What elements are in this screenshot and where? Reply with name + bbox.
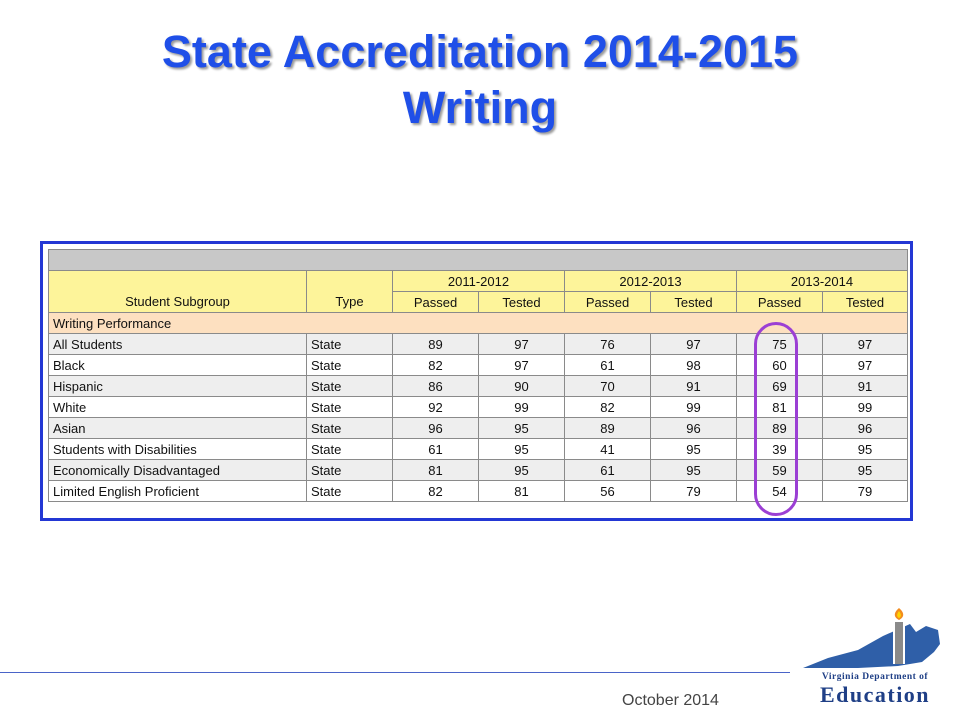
cell-tested: 95 (822, 438, 908, 460)
header-year-2011-2012: 2011-2012 (392, 270, 565, 292)
slide-title: State Accreditation 2014-2015 Writing (0, 24, 960, 136)
cell-tested: 95 (478, 417, 565, 439)
cell-type: State (306, 417, 393, 439)
cell-passed: 81 (392, 459, 479, 481)
cell-tested: 81 (478, 480, 565, 502)
cell-passed: 61 (392, 438, 479, 460)
cell-tested: 97 (822, 333, 908, 355)
cell-subgroup: All Students (48, 333, 307, 355)
cell-type: State (306, 459, 393, 481)
footer-date: October 2014 (622, 692, 719, 709)
header-passed: Passed (392, 291, 479, 313)
cell-type: State (306, 354, 393, 376)
cell-subgroup: White (48, 396, 307, 418)
cell-subgroup: Students with Disabilities (48, 438, 307, 460)
cell-subgroup: Hispanic (48, 375, 307, 397)
header-tested: Tested (650, 291, 737, 313)
cell-tested: 95 (650, 438, 737, 460)
cell-passed: 59 (736, 459, 823, 481)
vdoe-logo-icon (803, 608, 940, 668)
table-row: All Students State 89 97 76 97 75 97 (48, 333, 908, 355)
cell-type: State (306, 438, 393, 460)
cell-passed: 92 (392, 396, 479, 418)
cell-passed: 89 (392, 333, 479, 355)
cell-tested: 97 (478, 333, 565, 355)
header-row-metrics: Passed Tested Passed Tested Passed Teste… (49, 291, 908, 313)
header-tested: Tested (822, 291, 908, 313)
cell-tested: 97 (822, 354, 908, 376)
cell-tested: 91 (650, 375, 737, 397)
cell-passed: 70 (564, 375, 651, 397)
cell-tested: 99 (822, 396, 908, 418)
cell-tested: 90 (478, 375, 565, 397)
cell-subgroup: Black (48, 354, 307, 376)
highlight-oval (754, 322, 798, 516)
cell-passed: 82 (392, 354, 479, 376)
cell-tested: 95 (822, 459, 908, 481)
header-passed: Passed (736, 291, 823, 313)
cell-subgroup: Limited English Proficient (48, 480, 307, 502)
accreditation-table: Student Subgroup Type 2011-2012 2012-201… (48, 249, 908, 502)
slide-title-line1: State Accreditation 2014-2015 (161, 26, 799, 77)
header-type: Type (306, 270, 393, 313)
cell-passed: 60 (736, 354, 823, 376)
cell-passed: 89 (564, 417, 651, 439)
logo-line2: Education (819, 682, 931, 707)
cell-tested: 79 (822, 480, 908, 502)
cell-tested: 79 (650, 480, 737, 502)
cell-tested: 97 (650, 333, 737, 355)
cell-tested: 96 (650, 417, 737, 439)
cell-tested: 98 (650, 354, 737, 376)
header-row-years: Student Subgroup Type 2011-2012 2012-201… (48, 270, 908, 313)
cell-tested: 95 (478, 459, 565, 481)
cell-type: State (306, 375, 393, 397)
cell-subgroup: Economically Disadvantaged (48, 459, 307, 481)
cell-passed: 86 (392, 375, 479, 397)
header-year-2012-2013: 2012-2013 (564, 270, 737, 292)
cell-passed: 61 (564, 354, 651, 376)
cell-passed: 41 (564, 438, 651, 460)
cell-passed: 56 (564, 480, 651, 502)
cell-tested: 97 (478, 354, 565, 376)
header-subgroup: Student Subgroup (48, 270, 307, 313)
footer-divider (0, 672, 790, 673)
cell-tested: 96 (822, 417, 908, 439)
slide-title-line2: Writing (402, 82, 558, 133)
cell-passed: 39 (736, 438, 823, 460)
section-label: Writing Performance (48, 312, 908, 334)
cell-tested: 95 (478, 438, 565, 460)
logo-line1: Virginia Department of (821, 672, 929, 682)
cell-tested: 91 (822, 375, 908, 397)
table-top-bar (48, 249, 908, 271)
table-row: Hispanic State 86 90 70 91 69 91 (48, 375, 908, 397)
table-body: All Students State 89 97 76 97 75 97 Black State 8… (48, 333, 908, 502)
cell-passed: 82 (392, 480, 479, 502)
table-row: Limited English Proficient State 82 81 56 79 5… (48, 480, 908, 502)
section-row: Writing Performance (48, 312, 908, 334)
cell-type: State (306, 396, 393, 418)
cell-passed: 81 (736, 396, 823, 418)
cell-tested: 99 (478, 396, 565, 418)
cell-passed: 69 (736, 375, 823, 397)
cell-tested: 95 (650, 459, 737, 481)
header-year-2013-2014: 2013-2014 (736, 270, 908, 292)
table-row: Economically Disadvantaged State 81 95 61 95 5… (48, 459, 908, 481)
table-frame: Student Subgroup Type 2011-2012 2012-201… (40, 241, 913, 521)
table-row: Asian State 96 95 89 96 89 96 (48, 417, 908, 439)
cell-type: State (306, 480, 393, 502)
cell-tested: 99 (650, 396, 737, 418)
cell-subgroup: Asian (48, 417, 307, 439)
cell-type: State (306, 333, 393, 355)
cell-passed: 96 (392, 417, 479, 439)
cell-passed: 82 (564, 396, 651, 418)
header-passed: Passed (564, 291, 651, 313)
cell-passed: 76 (564, 333, 651, 355)
header-tested: Tested (478, 291, 565, 313)
cell-passed: 61 (564, 459, 651, 481)
